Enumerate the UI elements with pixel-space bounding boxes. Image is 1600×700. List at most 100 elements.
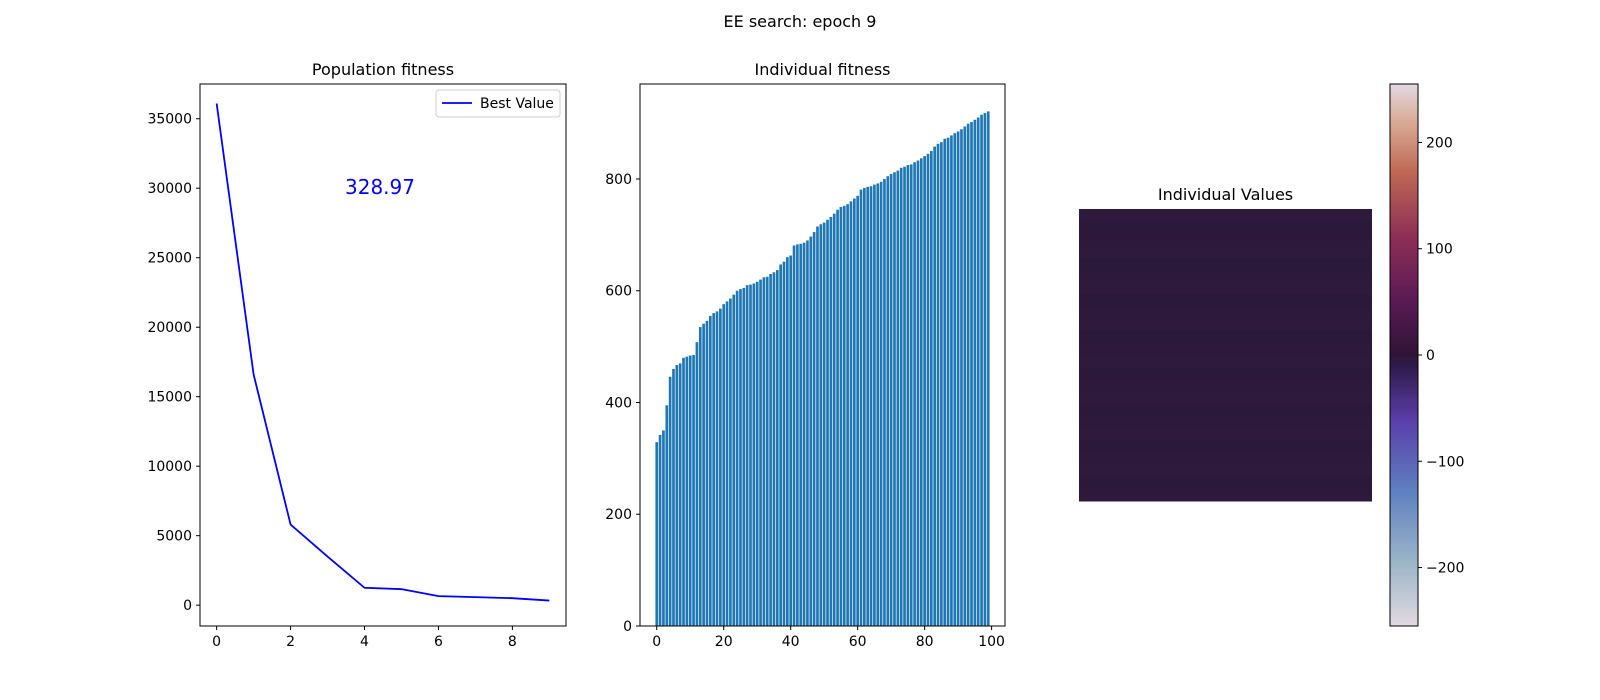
bar [792,245,796,626]
bar [735,290,739,626]
x-tick-label: 80 [916,634,934,650]
bar [873,184,876,626]
bar [856,195,859,627]
bar [832,213,836,626]
bar [926,153,930,626]
bar [916,160,920,626]
colorbar-tick-label: 100 [1426,242,1453,258]
individual-values-heatmap: Individual Values [1079,185,1372,502]
heatmap-row [1079,355,1372,368]
bar [893,172,896,626]
bar [739,289,742,626]
y-tick-label: 25000 [147,251,192,267]
bar [940,142,943,627]
bar [950,135,953,626]
legend-label: Best Value [480,96,554,112]
bar [749,284,752,626]
bar [883,178,886,626]
bar [769,273,772,626]
heatmap-row [1079,391,1372,405]
heatmap-row [1079,306,1372,319]
y-tick-label: 0 [183,598,192,614]
heatmap-image [1079,209,1372,501]
bar [799,243,803,626]
bar [903,166,906,627]
bar [936,143,940,626]
y-tick-label: 5000 [156,529,192,545]
bar [913,162,916,626]
bar [745,285,749,626]
bar [719,308,722,626]
heatmap-row [1079,440,1372,453]
y-tick-label: 600 [605,284,632,300]
bar [983,113,987,627]
bar [846,204,849,626]
bar [842,205,846,626]
legend-box [435,89,561,118]
bar [980,114,983,626]
population-fitness-plot: Population fitness 0 2 4 6 8 0 5000 10000 15000 20… [147,60,567,650]
bar [809,236,813,626]
heatmap-row [1079,318,1372,332]
plot-frame [639,83,1006,627]
figure-suptitle: EE search: epoch 9 [724,12,877,31]
bar [762,277,766,626]
bar [896,170,900,626]
colorbar-tick-label: −200 [1426,561,1464,577]
plot-title: Individual fitness [754,60,890,79]
bar [708,315,712,626]
heatmap-row [1079,464,1372,478]
bar [906,165,910,626]
bar [822,222,826,627]
bar [682,357,685,626]
y-tick-label: 0 [623,619,632,635]
bar [655,442,659,626]
bar [712,313,716,626]
heatmap-row [1079,294,1372,307]
bar [692,355,695,626]
bar [688,355,692,626]
bar [705,320,709,626]
bar [732,294,736,626]
bar [786,257,789,626]
bar [812,232,816,627]
bar [665,405,669,626]
bar [772,272,776,626]
bar [829,216,833,626]
bar [775,270,779,626]
bar [966,123,970,626]
best-value-line [215,103,550,602]
bar [863,187,866,626]
bar [725,301,729,626]
y-tick-label: 10000 [147,459,192,475]
bar [889,173,893,627]
heatmap-row [1079,257,1372,271]
x-tick-label: 100 [978,634,1005,650]
bar [986,111,990,626]
bar [816,226,819,626]
colorbar: 200 100 0 −100 −200 [1389,83,1464,627]
bar [802,242,806,626]
x-tick-label: 8 [508,634,517,650]
bar [836,209,839,626]
heatmap-row [1079,403,1372,417]
bar [876,183,880,627]
bar [859,189,863,626]
y-tick-label: 30000 [147,181,192,197]
y-tick-label: 15000 [147,390,192,406]
bar [675,365,679,626]
bar [929,151,933,626]
bar [765,276,769,626]
plot-title: Population fitness [312,60,454,79]
legend: Best Value [435,89,561,118]
heatmap-row [1079,209,1372,222]
heatmap-row [1079,282,1372,295]
bar [933,146,937,627]
bar [943,138,947,626]
y-tick-label: 400 [605,395,632,411]
bar [698,327,702,626]
plot-frame [199,83,567,627]
bar [668,376,672,626]
bar [973,119,977,626]
bar [869,186,873,626]
